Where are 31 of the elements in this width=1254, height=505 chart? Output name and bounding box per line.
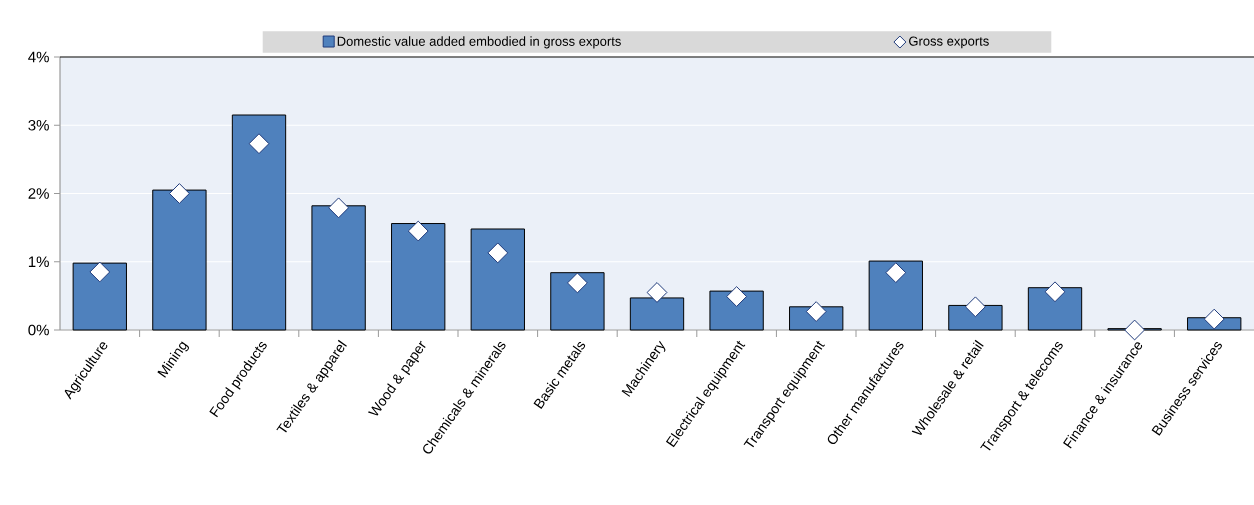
- bar: [550, 272, 605, 331]
- bar: [709, 290, 764, 331]
- point: [248, 133, 270, 155]
- point: [1044, 281, 1066, 303]
- point: [646, 282, 668, 303]
- y-tick-label: 3%: [28, 119, 49, 131]
- bar: [311, 205, 366, 331]
- bar: [470, 228, 525, 331]
- point: [885, 262, 907, 284]
- point: [487, 242, 509, 264]
- y-tick-label: 1%: [28, 256, 49, 267]
- point: [169, 183, 190, 204]
- bar: [152, 189, 207, 331]
- bar: [868, 260, 923, 331]
- point: [1124, 319, 1146, 341]
- point: [726, 286, 747, 307]
- legend-label: Gross exports: [909, 36, 989, 49]
- point: [328, 197, 349, 219]
- point: [407, 220, 429, 242]
- point: [567, 272, 588, 294]
- bar: [629, 297, 685, 331]
- y-tick-label: 0%: [28, 324, 49, 336]
- bar: [391, 223, 446, 331]
- point: [89, 261, 111, 283]
- bar: [72, 262, 127, 331]
- y-tick-label: 4%: [28, 51, 49, 63]
- legend-label: Domestic value added embodied in gross exports: [337, 36, 621, 49]
- bar: [231, 114, 287, 331]
- bar: [1027, 287, 1083, 331]
- y-tick-label: 2%: [28, 188, 49, 199]
- point: [1203, 308, 1225, 330]
